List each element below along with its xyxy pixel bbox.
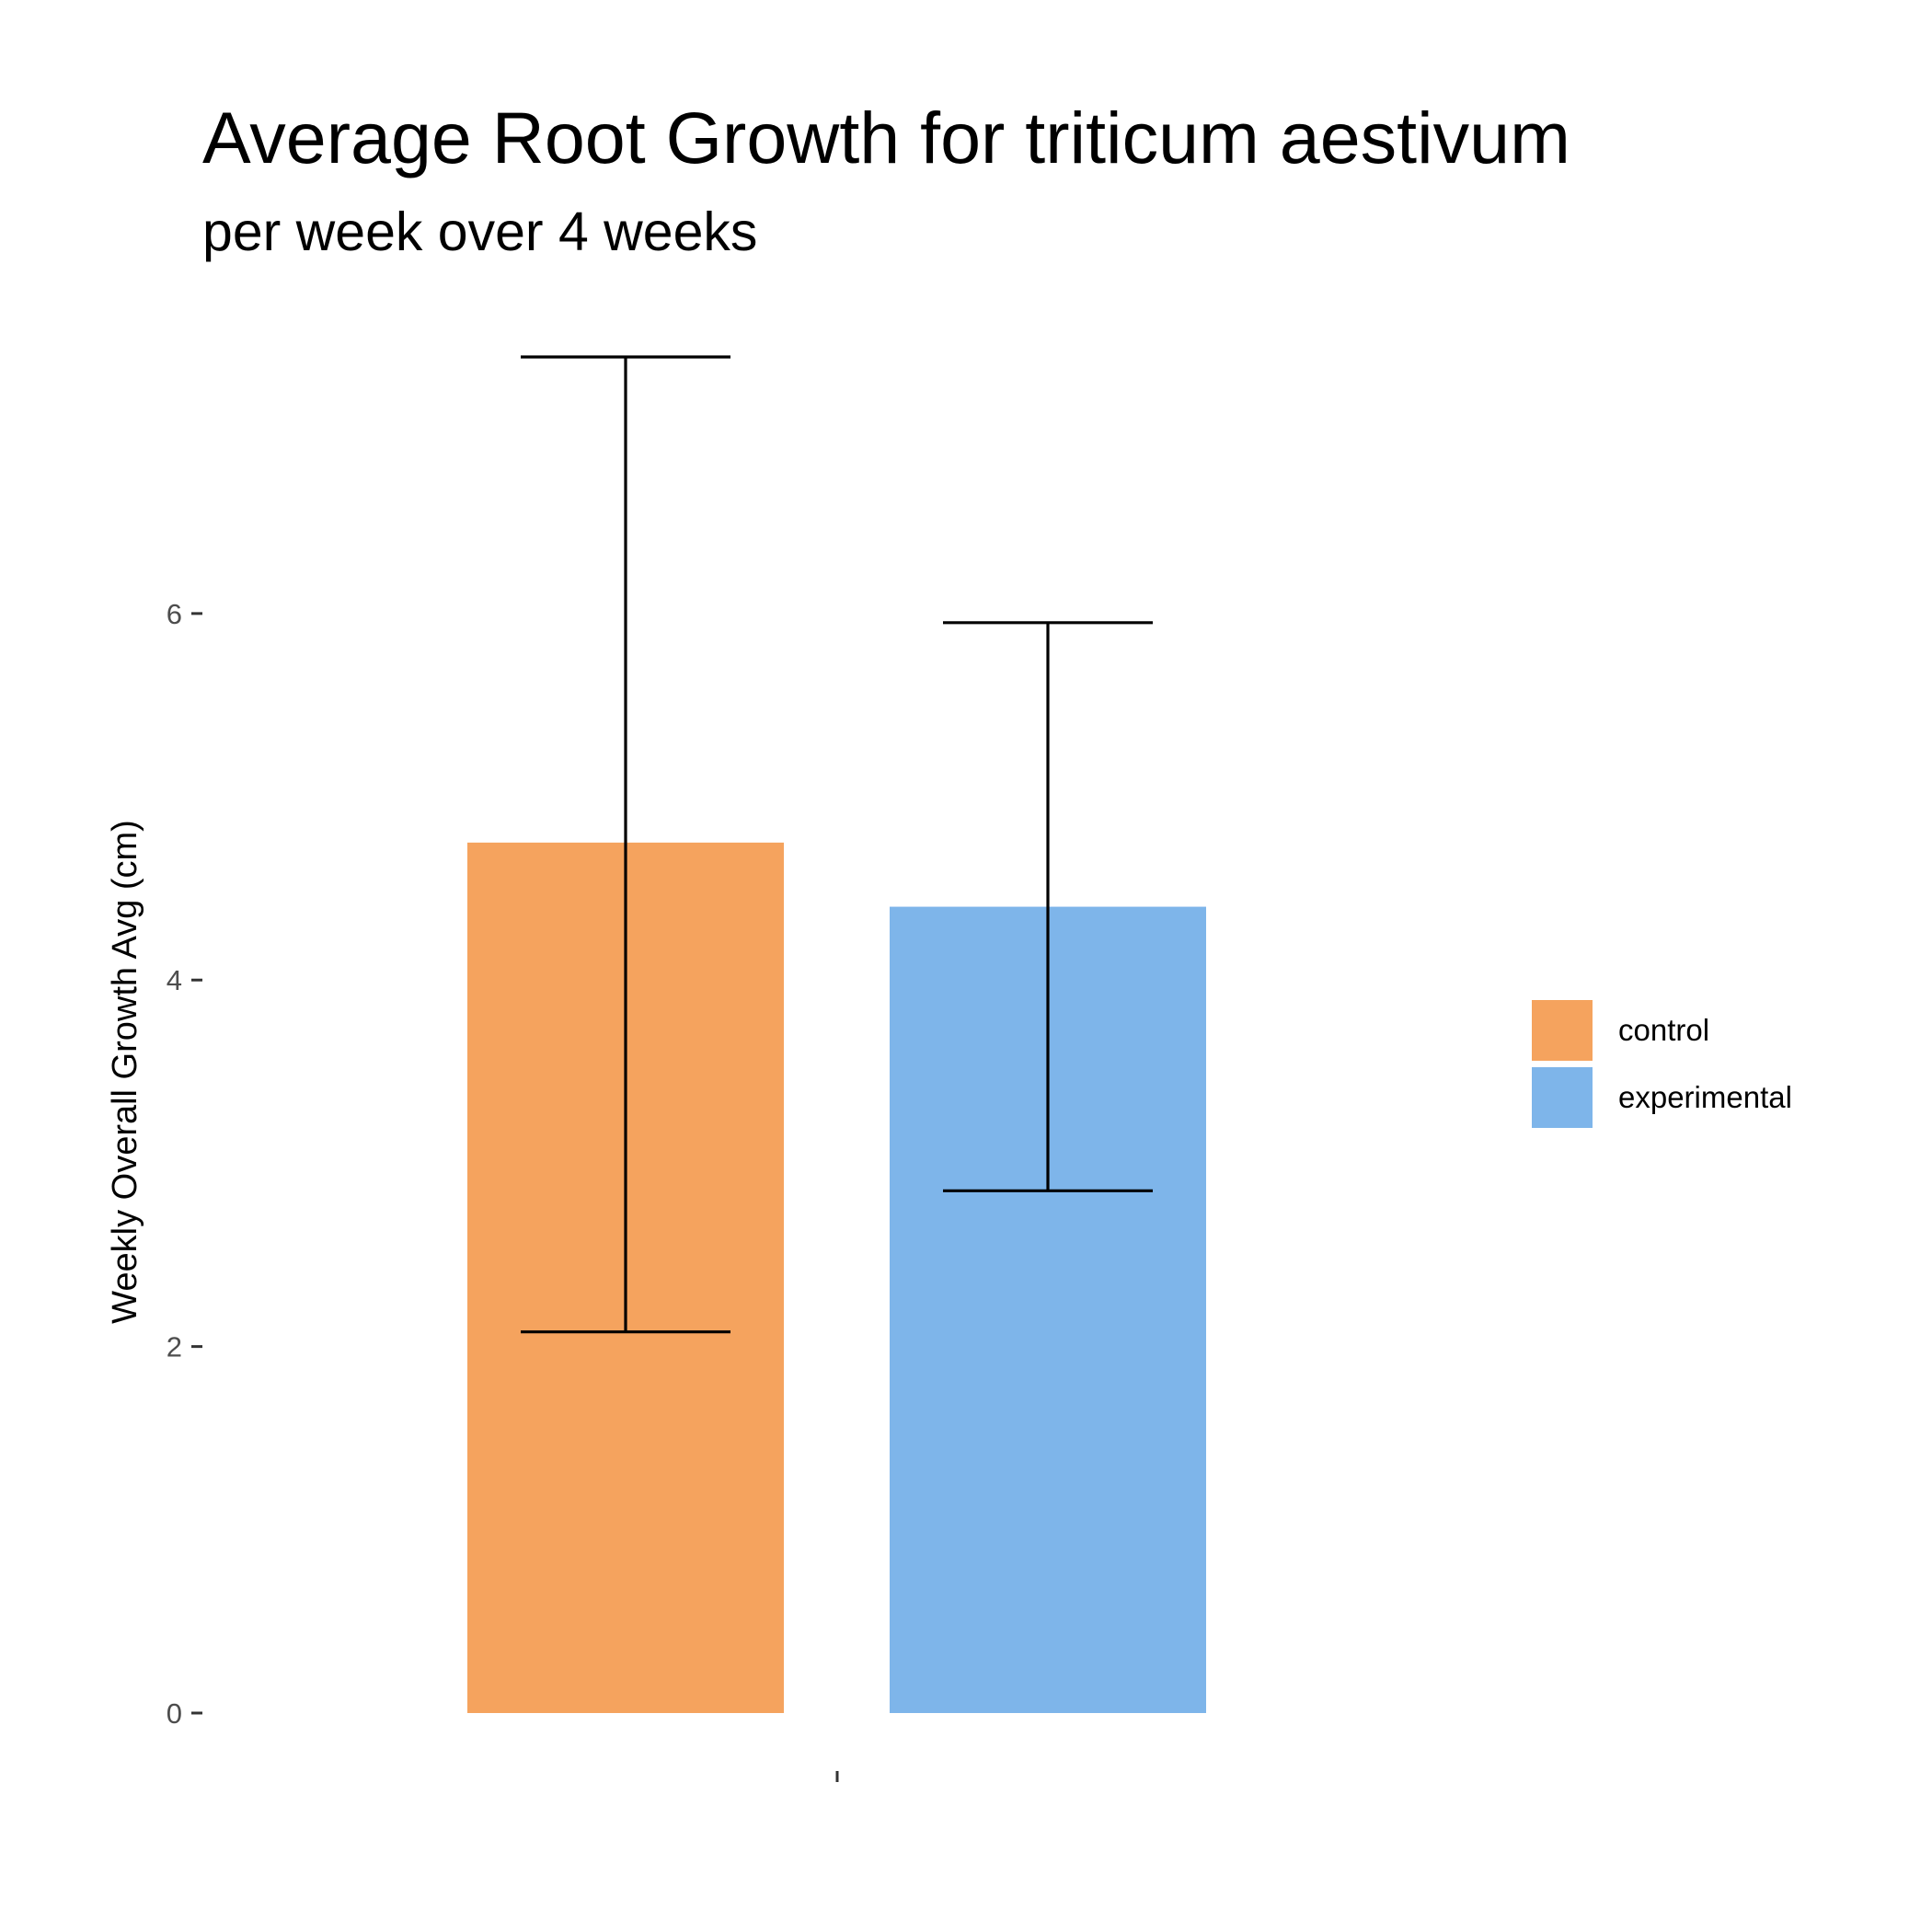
chart-subtitle: per week over 4 weeks: [202, 201, 758, 262]
legend-item-experimental: experimental: [1532, 1064, 1792, 1131]
error-bars: [521, 355, 1153, 1334]
legend-label-experimental: experimental: [1618, 1079, 1792, 1114]
y-axis-title-group: Weekly Overall Growth Avg (cm): [106, 820, 144, 1324]
y-tick-label: 0: [167, 1697, 182, 1730]
legend: control experimental: [1532, 996, 1792, 1131]
y-tick-label: 2: [167, 1331, 182, 1363]
legend-label-control: control: [1618, 1012, 1710, 1047]
error-bar-experimental: [943, 621, 1153, 1192]
error-bar-control: [521, 355, 730, 1334]
legend-key-experimental: [1532, 1066, 1593, 1128]
y-tick-label: 4: [167, 964, 182, 996]
chart-title: Average Root Growth for triticum aestivu…: [202, 97, 1570, 178]
y-tick-label: 6: [167, 598, 182, 630]
y-axis-title: Weekly Overall Growth Avg (cm): [106, 820, 144, 1324]
legend-item-control: control: [1532, 996, 1792, 1064]
legend-key-control: [1532, 999, 1593, 1061]
y-axis-ticks: 0 2 4 6: [167, 598, 202, 1730]
bars: [467, 842, 1206, 1713]
